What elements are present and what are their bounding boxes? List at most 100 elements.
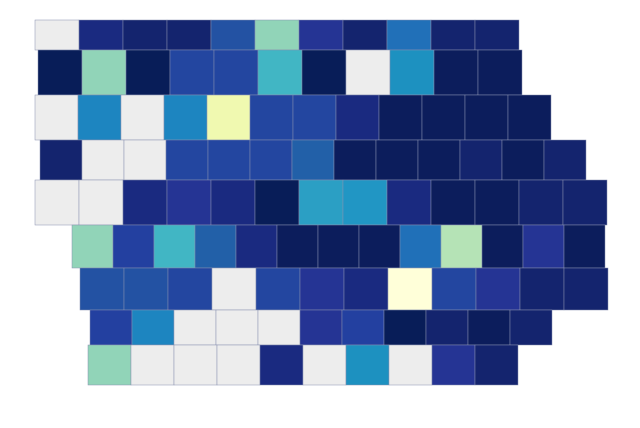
county	[474, 344, 519, 386]
county	[34, 179, 80, 226]
county	[210, 179, 256, 226]
county	[122, 179, 168, 226]
county	[299, 267, 345, 311]
county	[301, 49, 347, 96]
county	[79, 267, 125, 311]
county	[518, 179, 564, 226]
county	[387, 267, 433, 311]
county	[417, 139, 461, 181]
county	[255, 267, 301, 311]
county	[153, 224, 196, 269]
county	[383, 309, 427, 346]
county	[206, 94, 251, 141]
county	[430, 179, 476, 226]
county	[335, 94, 380, 141]
county	[292, 94, 337, 141]
county	[276, 224, 319, 269]
county	[342, 19, 388, 51]
county	[389, 49, 435, 96]
county	[211, 267, 257, 311]
county	[317, 224, 360, 269]
county	[563, 267, 609, 311]
county	[433, 49, 479, 96]
county	[78, 19, 124, 51]
county	[291, 139, 335, 181]
county	[302, 344, 347, 386]
county	[163, 94, 208, 141]
county	[215, 309, 259, 346]
county	[342, 179, 388, 226]
county	[431, 267, 477, 311]
county	[254, 19, 300, 51]
county	[89, 309, 133, 346]
county	[519, 267, 565, 311]
county	[298, 19, 344, 51]
county	[386, 179, 432, 226]
county	[522, 224, 565, 269]
county	[431, 344, 476, 386]
county	[34, 19, 80, 51]
county	[341, 309, 385, 346]
county	[166, 19, 212, 51]
county	[112, 224, 155, 269]
county	[122, 19, 168, 51]
county	[440, 224, 483, 269]
county	[210, 19, 256, 51]
county	[509, 309, 553, 346]
county	[78, 179, 124, 226]
county	[166, 179, 212, 226]
county	[257, 49, 303, 96]
county	[123, 267, 169, 311]
county	[477, 49, 523, 96]
county	[257, 309, 301, 346]
county	[173, 309, 217, 346]
county	[167, 267, 213, 311]
county	[475, 267, 521, 311]
county	[216, 344, 261, 386]
county	[194, 224, 237, 269]
county	[249, 94, 294, 141]
county	[123, 139, 167, 181]
county	[343, 267, 389, 311]
county	[77, 94, 122, 141]
county	[81, 49, 127, 96]
county	[259, 344, 304, 386]
county	[507, 94, 552, 141]
county	[421, 94, 466, 141]
county	[562, 179, 608, 226]
county	[213, 49, 259, 96]
county	[345, 49, 391, 96]
county	[375, 139, 419, 181]
county	[120, 94, 165, 141]
county	[425, 309, 469, 346]
county	[378, 94, 423, 141]
county	[430, 19, 476, 51]
county	[501, 139, 545, 181]
county	[87, 344, 132, 386]
county	[459, 139, 503, 181]
county	[333, 139, 377, 181]
county	[71, 224, 114, 269]
county	[464, 94, 509, 141]
county	[165, 139, 209, 181]
county	[131, 309, 175, 346]
county	[474, 179, 520, 226]
county	[39, 139, 83, 181]
county	[345, 344, 390, 386]
county	[169, 49, 215, 96]
county	[358, 224, 401, 269]
county	[467, 309, 511, 346]
county	[130, 344, 175, 386]
county	[386, 19, 432, 51]
county	[474, 19, 520, 51]
county	[298, 179, 344, 226]
county	[125, 49, 171, 96]
county	[173, 344, 218, 386]
county	[299, 309, 343, 346]
county	[207, 139, 251, 181]
county	[399, 224, 442, 269]
county	[388, 344, 433, 386]
county	[543, 139, 587, 181]
county	[563, 224, 606, 269]
